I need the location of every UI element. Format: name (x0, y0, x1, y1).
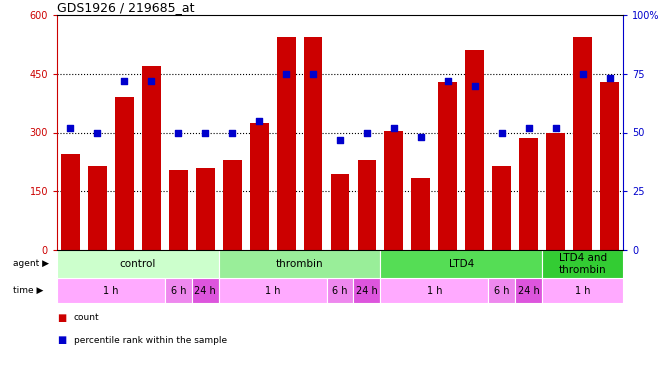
Text: control: control (120, 259, 156, 269)
Point (119, 78, 130, 84)
Bar (357, 160, 376, 250)
Point (335, 136, 345, 142)
Bar (142, 66, 161, 250)
Bar (385, 130, 403, 250)
Point (254, 118, 265, 124)
Point (65, 125, 76, 131)
Point (577, 71, 588, 77)
Text: 6 h: 6 h (494, 285, 510, 296)
Point (604, 75, 615, 81)
Bar (277, 36, 295, 250)
Bar (411, 177, 430, 250)
Bar (353, 278, 381, 303)
Text: LTD4 and
thrombin: LTD4 and thrombin (558, 253, 607, 275)
Bar (57, 278, 165, 303)
Point (200, 129, 210, 135)
Point (496, 129, 507, 135)
Bar (222, 160, 242, 250)
Point (470, 82, 480, 88)
Bar (515, 278, 542, 303)
Text: percentile rank within the sample: percentile rank within the sample (73, 336, 227, 345)
Bar (546, 132, 565, 250)
Bar (466, 50, 484, 250)
Bar (600, 82, 619, 250)
Bar (169, 170, 188, 250)
Text: thrombin: thrombin (276, 259, 323, 269)
Bar (88, 166, 107, 250)
Text: 24 h: 24 h (356, 285, 378, 296)
Text: ■: ■ (57, 313, 66, 323)
Bar (519, 138, 538, 250)
Bar (192, 278, 218, 303)
Text: time ▶: time ▶ (13, 286, 44, 295)
Point (92, 129, 103, 135)
Bar (327, 278, 353, 303)
Text: 1 h: 1 h (103, 285, 119, 296)
Bar (492, 166, 511, 250)
Text: 1 h: 1 h (575, 285, 591, 296)
Bar (218, 250, 381, 278)
Bar (57, 250, 218, 278)
Bar (381, 250, 542, 278)
Bar (250, 123, 269, 250)
Point (523, 125, 534, 131)
Point (442, 78, 453, 84)
Bar (61, 154, 80, 250)
Bar (542, 278, 623, 303)
Text: 1 h: 1 h (427, 285, 442, 296)
Text: 6 h: 6 h (332, 285, 348, 296)
Text: ■: ■ (57, 336, 66, 345)
Point (361, 129, 372, 135)
Text: agent ▶: agent ▶ (13, 260, 49, 268)
Point (227, 129, 238, 135)
Text: 24 h: 24 h (518, 285, 540, 296)
Point (389, 125, 399, 131)
Text: 6 h: 6 h (170, 285, 186, 296)
Bar (381, 278, 488, 303)
Point (281, 71, 291, 77)
Bar (218, 278, 327, 303)
Point (146, 78, 157, 84)
Bar (115, 97, 134, 250)
Bar (304, 36, 323, 250)
Text: 1 h: 1 h (265, 285, 281, 296)
Text: GDS1926 / 219685_at: GDS1926 / 219685_at (57, 1, 194, 14)
Bar (542, 250, 623, 278)
Bar (573, 36, 592, 250)
Bar (488, 278, 515, 303)
Point (173, 129, 184, 135)
Text: count: count (73, 314, 100, 322)
Bar (196, 168, 214, 250)
Point (550, 125, 561, 131)
Text: LTD4: LTD4 (449, 259, 474, 269)
Bar (331, 174, 349, 250)
Text: 24 h: 24 h (194, 285, 216, 296)
Point (308, 71, 319, 77)
Point (415, 134, 426, 140)
Bar (165, 278, 192, 303)
Bar (438, 82, 457, 250)
